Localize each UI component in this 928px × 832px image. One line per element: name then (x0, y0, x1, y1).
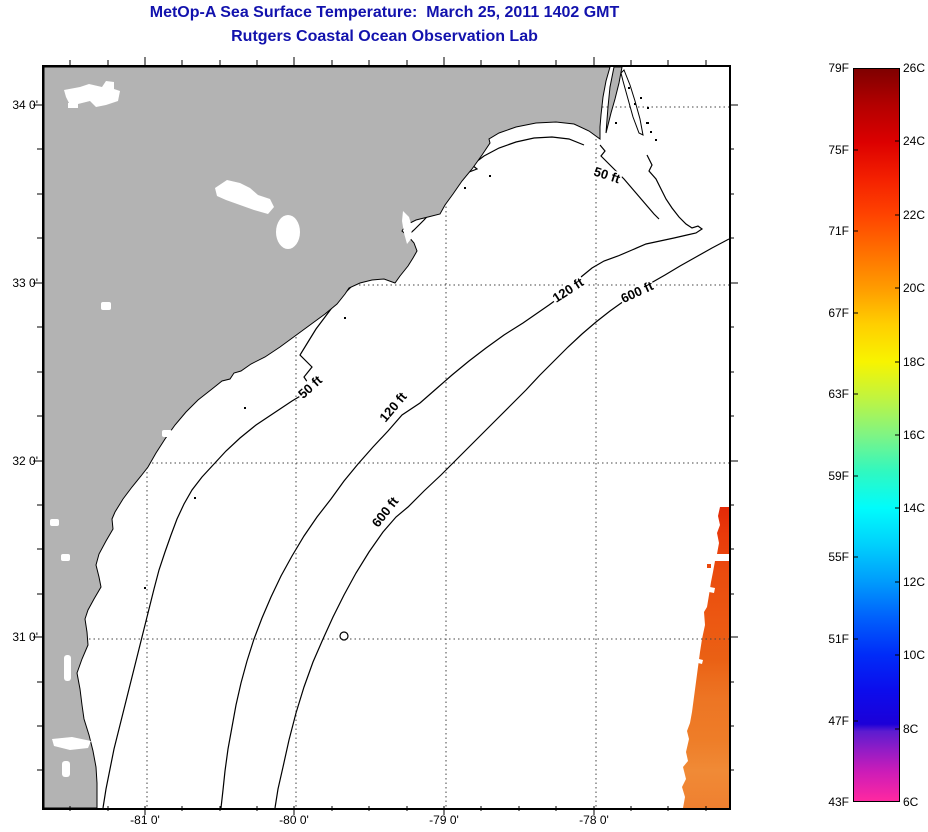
x-major-ticks-top (144, 57, 595, 65)
barrier-island (620, 69, 644, 136)
y-axis-label-33: 33 0' (12, 276, 38, 290)
x-axis-label-78: -78 0' (579, 813, 609, 827)
colorbar (853, 68, 900, 802)
colorbar-f-79: 79F (828, 61, 849, 75)
colorbar-c-16: 16C (903, 428, 926, 442)
colorbar-c-18: 18C (903, 355, 926, 369)
colorbar-f-75: 75F (828, 143, 849, 157)
x-axis-label-80: -80 0' (279, 813, 309, 827)
colorbar-f-43: 43F (828, 795, 849, 809)
map-axes (42, 65, 731, 810)
colorbar-c-8: 8C (903, 722, 919, 736)
contour-120ft (220, 154, 704, 808)
colorbar-f-59: 59F (828, 469, 849, 483)
plot-subtitle: Rutgers Coastal Ocean Observation Lab (231, 28, 538, 45)
y-axis-label-32: 32 0' (12, 454, 38, 468)
river-east-bank (605, 67, 623, 134)
colorbar-f-63: 63F (828, 387, 849, 401)
colorbar-f-47: 47F (828, 714, 849, 728)
x-axis-label-79: -79 0' (429, 813, 459, 827)
y-major-ticks-left (33, 104, 42, 638)
map-svg (44, 67, 729, 808)
colorbar-c-6: 6C (903, 795, 919, 809)
land (44, 67, 657, 808)
colorbar-c-20: 20C (903, 281, 926, 295)
plot-title: MetOp-A Sea Surface Temperature: March 2… (149, 4, 620, 21)
y-axis-label-31: 31 0' (12, 630, 38, 644)
colorbar-c-14: 14C (903, 501, 926, 515)
contour-ring (339, 631, 349, 641)
contour-600ft (274, 238, 729, 808)
sst-swath (682, 507, 729, 808)
islet-specks (144, 87, 657, 589)
colorbar-f-67: 67F (828, 306, 849, 320)
colorbar-c-10: 10C (903, 648, 926, 662)
y-axis-label-34: 34 0' (12, 98, 38, 112)
colorbar-f-55: 55F (828, 550, 849, 564)
x-axis-label-81: -81 0' (130, 813, 160, 827)
colorbar-c-24: 24C (903, 134, 926, 148)
contour-50ft-north (599, 144, 660, 220)
colorbar-f-71: 71F (828, 224, 849, 238)
colorbar-c-22: 22C (903, 208, 926, 222)
colorbar-f-51: 51F (828, 632, 849, 646)
cloud-patches (50, 81, 412, 777)
colorbar-c-12: 12C (903, 575, 926, 589)
colorbar-c-26: 26C (903, 61, 926, 75)
